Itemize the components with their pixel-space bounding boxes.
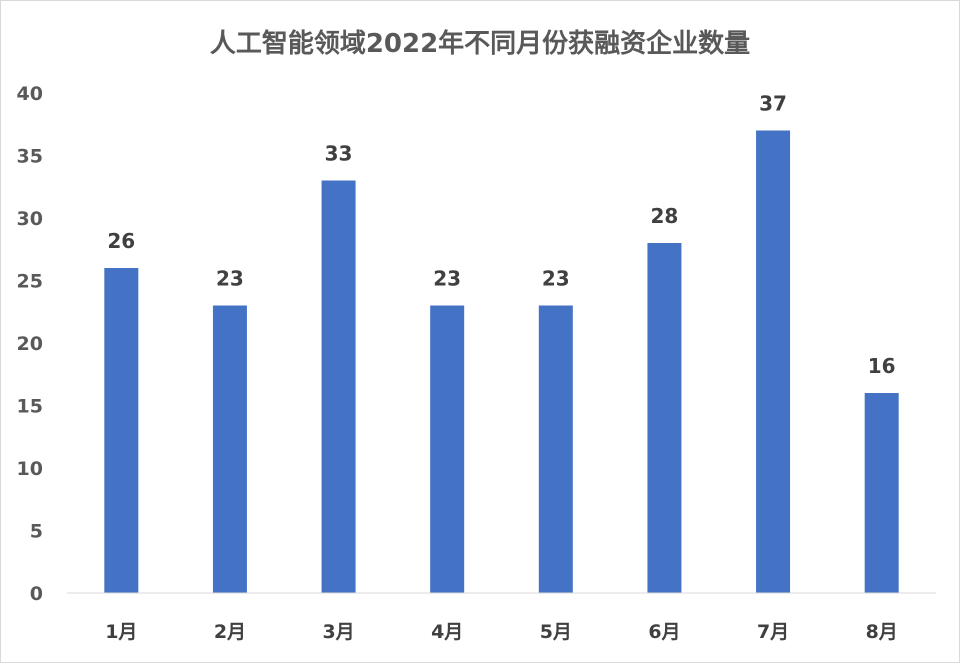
data-label: 23	[216, 267, 244, 291]
y-tick-label: 30	[17, 208, 43, 230]
x-tick-label: 5月	[540, 621, 572, 643]
data-label: 26	[107, 229, 135, 253]
data-label: 37	[759, 92, 787, 116]
data-label: 28	[651, 204, 679, 228]
x-tick-label: 4月	[431, 621, 463, 643]
x-tick-label: 6月	[648, 621, 680, 643]
y-tick-label: 20	[17, 333, 43, 355]
bar	[647, 243, 682, 593]
y-tick-label: 25	[17, 271, 43, 293]
y-tick-label: 5	[30, 521, 43, 543]
x-tick-label: 8月	[866, 621, 898, 643]
x-tick-label: 2月	[214, 621, 246, 643]
x-tick-label: 7月	[757, 621, 789, 643]
bar	[430, 305, 465, 593]
x-tick-label: 3月	[322, 621, 354, 643]
x-tick-label: 1月	[105, 621, 137, 643]
y-tick-label: 15	[17, 396, 43, 418]
data-label: 23	[433, 267, 461, 291]
chart-title: 人工智能领域2022年不同月份获融资企业数量	[209, 29, 751, 59]
bar	[104, 268, 139, 593]
y-tick-label: 35	[17, 146, 43, 168]
data-label: 16	[868, 354, 896, 378]
y-tick-label: 40	[17, 83, 43, 105]
bar	[538, 305, 573, 593]
y-tick-label: 0	[30, 583, 43, 605]
bar	[321, 180, 356, 593]
bar	[212, 305, 247, 593]
bar	[756, 130, 791, 593]
data-label: 33	[325, 142, 353, 166]
bar	[864, 393, 899, 593]
y-tick-label: 10	[17, 458, 43, 480]
data-label: 23	[542, 267, 570, 291]
